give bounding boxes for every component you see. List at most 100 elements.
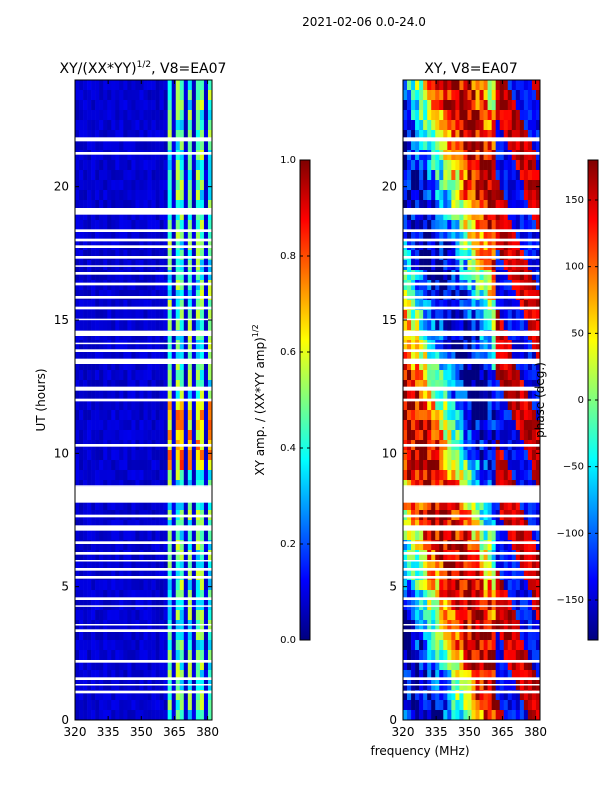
heatmap-cell <box>407 200 412 211</box>
heatmap-cell <box>123 420 128 431</box>
heatmap-cell <box>479 530 484 541</box>
heatmap-cell <box>463 80 468 91</box>
heatmap-cell <box>147 90 152 101</box>
heatmap-cell <box>119 190 124 201</box>
heatmap-cell <box>199 700 205 711</box>
heatmap-cell <box>475 430 480 441</box>
heatmap-cell <box>175 650 181 661</box>
heatmap-cell <box>155 580 160 591</box>
heatmap-cell <box>91 270 96 281</box>
heatmap-cell <box>459 590 464 601</box>
heatmap-cell <box>87 560 92 571</box>
heatmap-cell <box>523 170 529 181</box>
heatmap-cell <box>479 640 484 651</box>
heatmap-cell <box>535 520 540 531</box>
heatmap-cell <box>83 170 88 181</box>
heatmap-cell <box>75 300 80 311</box>
heatmap-cell <box>179 120 185 131</box>
heatmap-cell <box>103 210 108 221</box>
heatmap-cell <box>483 640 488 651</box>
heatmap-cell <box>135 380 140 391</box>
heatmap-cell <box>523 390 529 401</box>
heatmap-cell <box>515 520 521 531</box>
heatmap-cell <box>507 80 513 91</box>
heatmap-cell <box>95 230 100 241</box>
heatmap-cell <box>111 270 116 281</box>
heatmap-cell <box>511 120 517 131</box>
heatmap-cell <box>123 180 128 191</box>
heatmap-cell <box>139 590 144 601</box>
heatmap-cell <box>119 700 124 711</box>
heatmap-cell <box>195 600 201 611</box>
heatmap-cell <box>455 700 460 711</box>
heatmap-cell <box>123 650 128 661</box>
heatmap-cell <box>151 250 156 261</box>
heatmap-cell <box>475 180 480 191</box>
heatmap-cell <box>147 220 152 231</box>
heatmap-cell <box>119 90 124 101</box>
heatmap-cell <box>471 270 476 281</box>
heatmap-cell <box>419 600 424 611</box>
heatmap-cell <box>175 90 181 101</box>
heatmap-cell <box>183 520 189 531</box>
heatmap-cell <box>439 210 444 221</box>
heatmap-cell <box>503 550 509 561</box>
heatmap-cell <box>451 700 456 711</box>
heatmap-cell <box>463 470 468 481</box>
heatmap-cell <box>519 700 525 711</box>
heatmap-cell <box>511 250 517 261</box>
heatmap-cell <box>99 210 104 221</box>
heatmap-cell <box>507 380 513 391</box>
heatmap-cell <box>419 230 424 241</box>
heatmap-cell <box>431 390 436 401</box>
heatmap-cell <box>183 80 189 91</box>
heatmap-cell <box>187 610 193 621</box>
heatmap-cell <box>123 340 128 351</box>
heatmap-cell <box>107 560 112 571</box>
heatmap-cell <box>175 360 181 371</box>
heatmap-cell <box>431 170 436 181</box>
heatmap-cell <box>535 420 540 431</box>
heatmap-cell <box>119 670 124 681</box>
heatmap-cell <box>107 260 112 271</box>
heatmap-cell <box>419 590 424 601</box>
heatmap-cell <box>419 370 424 381</box>
heatmap-cell <box>435 120 440 131</box>
heatmap-cell <box>511 430 517 441</box>
heatmap-cell <box>523 380 529 391</box>
heatmap-cell <box>531 380 537 391</box>
heatmap-cell <box>431 550 436 561</box>
heatmap-cell <box>459 540 464 551</box>
heatmap-cell <box>407 340 412 351</box>
heatmap-cell <box>167 260 173 271</box>
heatmap-cell <box>103 640 108 651</box>
amplitude-axes-frame <box>74 79 213 721</box>
heatmap-cell <box>403 270 408 281</box>
heatmap-cell <box>435 600 440 611</box>
y-tick-label: 0 <box>61 713 69 727</box>
heatmap-cell <box>135 470 140 481</box>
heatmap-cell <box>135 170 140 181</box>
heatmap-cell <box>407 130 412 141</box>
heatmap-cell <box>499 300 505 311</box>
heatmap-cell <box>111 180 116 191</box>
heatmap-cell <box>203 240 209 251</box>
heatmap-cell <box>479 350 484 361</box>
heatmap-cell <box>163 400 168 411</box>
heatmap-cell <box>115 320 120 331</box>
heatmap-cell <box>79 410 84 421</box>
heatmap-cell <box>151 340 156 351</box>
heatmap-cell <box>507 480 513 491</box>
heatmap-cell <box>167 550 173 561</box>
heatmap-cell <box>175 520 181 531</box>
heatmap-cell <box>135 100 140 111</box>
heatmap-cell <box>147 410 152 421</box>
heatmap-cell <box>131 470 136 481</box>
heatmap-cell <box>407 150 412 161</box>
heatmap-cell <box>147 460 152 471</box>
heatmap-cell <box>123 700 128 711</box>
heatmap-cell <box>127 90 132 101</box>
heatmap-cell <box>107 170 112 181</box>
heatmap-cell <box>191 220 197 231</box>
heatmap-cell <box>519 210 525 221</box>
